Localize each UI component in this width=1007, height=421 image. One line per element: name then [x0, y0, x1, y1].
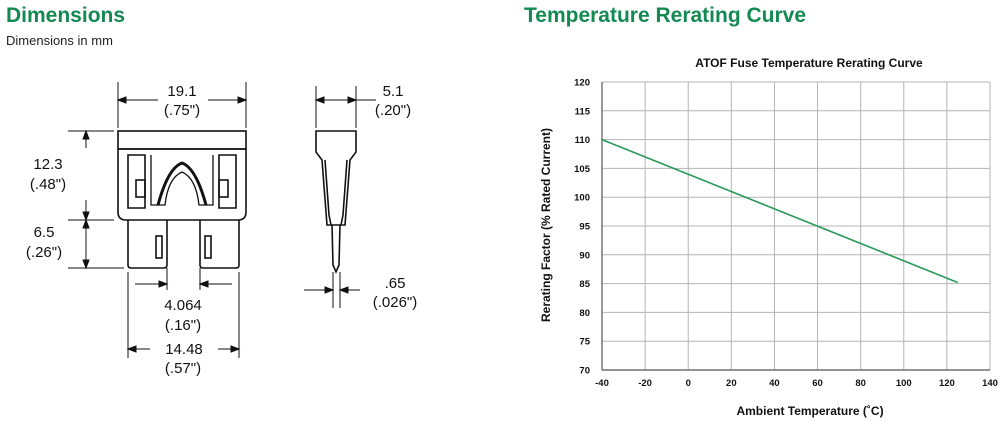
width-mm-label: 19.1	[167, 83, 196, 100]
dimensions-subtitle: Dimensions in mm	[6, 33, 113, 48]
top-height-mm-label: 12.3	[33, 156, 62, 173]
rerating-chart: ATOF Fuse Temperature Rerating Curve 707…	[539, 56, 998, 418]
width-in-label: (.75")	[164, 102, 200, 119]
y-tick-label: 75	[579, 337, 590, 348]
fuse-front-view: 19.1 (.75") 12.3 (.48") 6.5 (.26") 4.064…	[26, 82, 248, 377]
x-tick-label: 140	[982, 378, 998, 389]
side-width-in-label: (.20")	[375, 102, 411, 119]
y-tick-label: 70	[579, 366, 590, 377]
x-tick-label: 0	[686, 378, 691, 389]
blade-height-in-label: (.26")	[26, 244, 62, 261]
fuse-side-view: 5.1 (.20") .65 (.026")	[304, 83, 418, 311]
blade-gap-in-label: (.16")	[165, 317, 201, 334]
y-tick-label: 120	[574, 78, 590, 89]
y-axis-label: Rerating Factor (% Rated Current)	[539, 128, 553, 322]
y-tick-label: 110	[575, 135, 590, 146]
chart-grid	[601, 81, 991, 371]
chart-series	[601, 138, 958, 284]
y-tick-label: 105	[574, 164, 591, 175]
x-tick-label: 100	[896, 378, 912, 389]
blade-height-mm-label: 6.5	[34, 224, 55, 241]
y-tick-label: 100	[574, 193, 590, 204]
chart-title: ATOF Fuse Temperature Rerating Curve	[695, 56, 923, 70]
x-tick-label: 80	[855, 378, 866, 389]
x-axis-label: Ambient Temperature (˚C)	[736, 404, 883, 418]
blade-span-in-label: (.57")	[165, 360, 201, 377]
side-width-mm-label: 5.1	[383, 83, 404, 100]
x-tick-label: -20	[638, 378, 652, 389]
curve-heading: Temperature Rerating Curve	[524, 4, 807, 27]
y-tick-labels: 70 75 80 85 90 95 100 105 110 115 120	[574, 78, 591, 377]
dimensions-heading: Dimensions	[6, 4, 126, 27]
y-tick-label: 95	[579, 222, 590, 233]
x-tick-label: 60	[812, 378, 823, 389]
x-tick-label: 40	[769, 378, 780, 389]
y-tick-label: 115	[575, 106, 591, 117]
y-tick-label: 85	[579, 279, 590, 290]
blade-gap-mm-label: 4.064	[164, 297, 202, 314]
rerating-line	[601, 138, 958, 284]
blade-span-mm-label: 14.48	[165, 341, 203, 358]
blade-thickness-in-label: (.026")	[373, 294, 418, 311]
x-tick-label: -40	[595, 378, 609, 389]
x-tick-labels: -40 -20 0 20 40 60 80 100 120 140	[595, 378, 998, 389]
x-tick-label: 20	[726, 378, 737, 389]
y-tick-label: 90	[579, 250, 590, 261]
top-height-in-label: (.48")	[30, 176, 66, 193]
y-tick-label: 80	[579, 308, 590, 319]
x-tick-label: 120	[939, 378, 955, 389]
blade-thickness-mm-label: .65	[385, 275, 406, 292]
